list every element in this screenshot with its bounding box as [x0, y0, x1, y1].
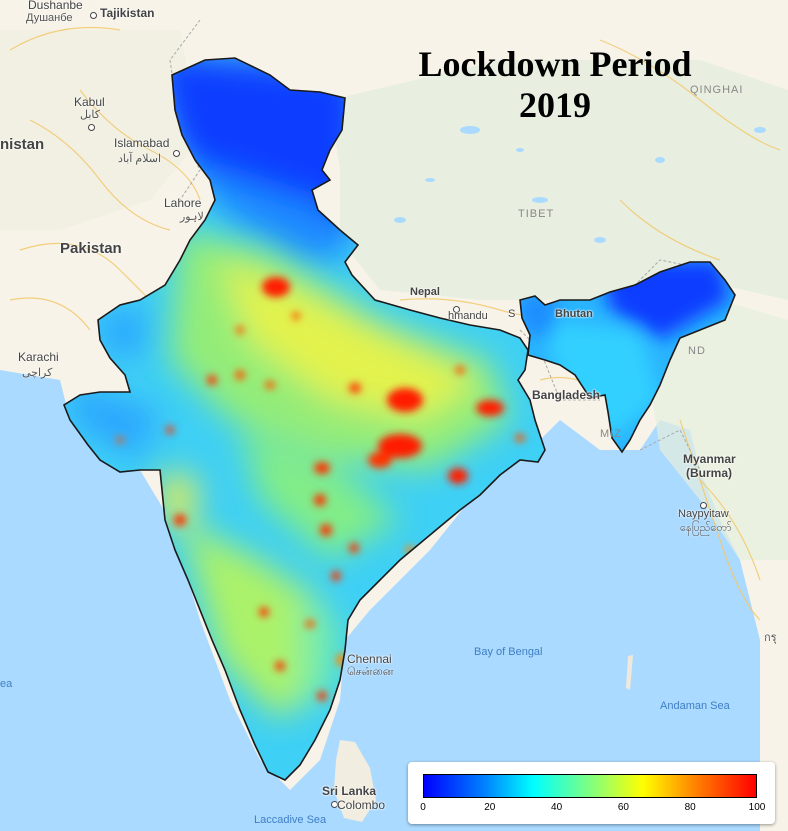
legend-color-ramp	[423, 774, 757, 798]
terrain-afghan	[0, 30, 200, 230]
legend-tick-label: 20	[484, 802, 496, 813]
label-chennai-local: சென்னை	[347, 666, 394, 678]
city-dot-islamabad	[173, 150, 180, 157]
label-karachi: Karachi	[18, 350, 59, 364]
northeast-boundary	[519, 261, 736, 454]
city-dot-kabul	[88, 124, 95, 131]
label-kathmandu-partial: hmandu	[448, 310, 488, 322]
label-tibet: TIBET	[518, 208, 555, 220]
city-dot-naypyitaw	[700, 502, 707, 509]
label-naypyitaw-local: နေပြည်တော်	[680, 522, 732, 534]
label-lahore-local: لاہور	[180, 211, 204, 223]
legend-tick-label: 80	[684, 802, 696, 813]
label-burma: (Burma)	[686, 466, 733, 480]
title-line2: 2019	[519, 85, 591, 125]
label-dushanbe: Dushanbe	[28, 0, 83, 12]
label-afghanistan-partial: nistan	[0, 136, 45, 153]
label-bangladesh: Bangladesh	[532, 388, 601, 402]
label-pakistan: Pakistan	[60, 240, 122, 257]
label-kabul-local: کابل	[80, 109, 100, 121]
label-sri-lanka: Sri Lanka	[322, 784, 377, 798]
terrain-myanmar	[640, 300, 788, 560]
label-andaman-sea: Andaman Sea	[660, 700, 730, 712]
label-myanmar: Myanmar	[683, 452, 736, 466]
label-thailand-partial: กรุ	[764, 632, 777, 644]
land-sri-lanka	[334, 740, 376, 822]
city-dot-dushanbe	[90, 12, 97, 19]
label-lahore: Lahore	[164, 196, 202, 210]
legend-tick-label: 60	[617, 802, 629, 813]
label-chennai: Chennai	[347, 652, 392, 666]
label-colombo: Colombo	[337, 798, 386, 812]
legend-tick-label: 100	[748, 802, 766, 813]
color-legend: 0 20 40 60 80 100	[408, 762, 775, 824]
label-tajikistan: Tajikistan	[100, 6, 155, 20]
label-qinghai: QINGHAI	[690, 84, 744, 96]
label-sikkim-partial: S	[508, 308, 516, 320]
label-naypyitaw: Naypyitaw	[678, 508, 729, 520]
label-laccadive-sea: Laccadive Sea	[254, 814, 327, 826]
label-bhutan: Bhutan	[555, 308, 593, 320]
label-nepal: Nepal	[410, 286, 440, 298]
city-dot-colombo	[331, 801, 338, 808]
city-dot-kathmandu	[453, 306, 460, 313]
label-mizoram-partial: MIZ	[600, 428, 622, 440]
land-andaman	[626, 655, 633, 690]
legend-tick-label: 0	[420, 802, 426, 813]
label-islamabad: Islamabad	[114, 136, 170, 150]
map-title: Lockdown Period 2019	[380, 44, 730, 126]
label-islamabad-local: اسلام آباد	[118, 153, 162, 165]
legend-tick-label: 40	[551, 802, 563, 813]
label-karachi-local: کراچی	[22, 367, 53, 379]
label-manipur-partial: ND	[688, 345, 706, 357]
title-line1: Lockdown Period	[418, 44, 692, 84]
label-sea-partial: ea	[0, 678, 13, 690]
label-bay-of-bengal: Bay of Bengal	[474, 646, 543, 658]
label-kabul: Kabul	[74, 95, 105, 109]
label-dushanbe-local: Душанбе	[26, 12, 73, 24]
india-boundary	[63, 57, 546, 781]
water-bodies	[394, 126, 766, 243]
